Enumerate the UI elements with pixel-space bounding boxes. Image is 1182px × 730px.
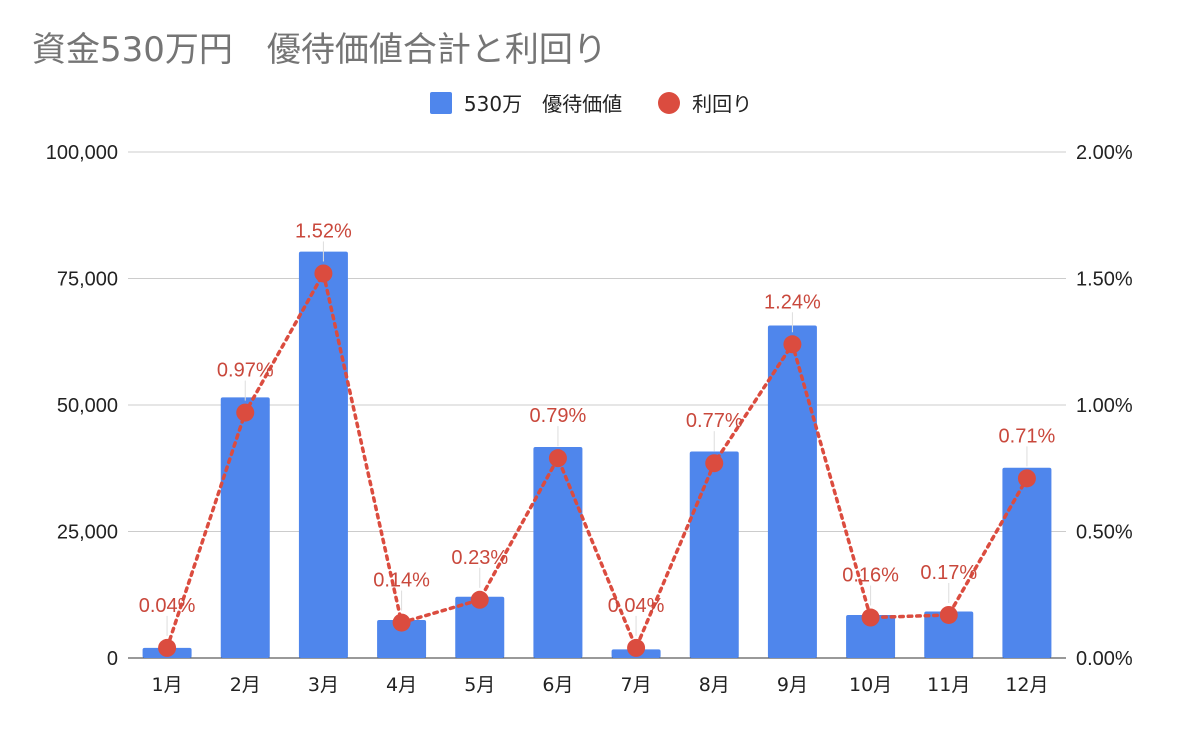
y2-tick-label: 0.00% — [1076, 648, 1133, 670]
bar — [1002, 467, 1052, 658]
data-point — [236, 403, 255, 422]
x-tick-label: 3月 — [308, 674, 339, 696]
y-tick-label: 25,000 — [57, 522, 118, 544]
data-point — [548, 449, 567, 468]
data-point — [939, 605, 958, 624]
legend-line-label: 利回り — [692, 92, 753, 116]
y2-tick-label: 0.50% — [1076, 522, 1133, 544]
data-label: 0.79% — [530, 405, 587, 427]
bar — [377, 620, 427, 658]
legend-dot-swatch — [658, 91, 681, 114]
bar — [455, 596, 505, 658]
data-point — [705, 454, 724, 473]
y-tick-label: 75,000 — [57, 269, 118, 291]
bar — [924, 611, 974, 658]
data-label: 0.77% — [686, 410, 743, 432]
x-tick-label: 4月 — [386, 674, 417, 696]
data-label: 1.52% — [295, 220, 352, 242]
x-tick-label: 8月 — [699, 674, 730, 696]
data-label: 1.24% — [764, 291, 821, 313]
data-point — [470, 590, 489, 609]
data-label: 0.17% — [920, 562, 977, 584]
data-label: 0.16% — [842, 565, 899, 587]
x-tick-label: 1月 — [152, 674, 183, 696]
y2-tick-label: 1.00% — [1076, 395, 1133, 417]
x-tick-label: 11月 — [927, 674, 970, 696]
x-tick-label: 9月 — [777, 674, 808, 696]
data-point — [1017, 469, 1036, 488]
data-point — [861, 608, 880, 627]
x-tick-label: 12月 — [1005, 674, 1048, 696]
y-tick-label: 0 — [107, 648, 118, 670]
data-point — [783, 335, 802, 354]
y2-tick-label: 2.00% — [1076, 142, 1133, 164]
data-point — [627, 638, 646, 657]
data-label: 0.14% — [373, 570, 430, 592]
data-point — [392, 613, 411, 632]
x-tick-label: 5月 — [464, 674, 495, 696]
bar — [220, 397, 270, 658]
legend: 530万 優待価値 利回り — [0, 88, 1182, 117]
x-tick-label: 7月 — [621, 674, 652, 696]
bar — [689, 451, 739, 658]
x-tick-label: 10月 — [849, 674, 892, 696]
x-tick-label: 2月 — [230, 674, 261, 696]
bar — [767, 325, 817, 658]
legend-bar-swatch — [429, 91, 452, 114]
legend-item-bar[interactable]: 530万 優待価値 — [429, 88, 623, 117]
data-point — [314, 264, 333, 283]
y-tick-label: 100,000 — [46, 142, 118, 164]
bar — [533, 446, 583, 658]
data-point — [158, 638, 177, 657]
data-label: 0.04% — [139, 595, 196, 617]
chart-title: 資金530万円 優待価値合計と利回り — [32, 30, 607, 70]
legend-item-line[interactable]: 利回り — [658, 88, 752, 117]
data-label: 0.97% — [217, 360, 274, 382]
data-label: 0.23% — [451, 547, 508, 569]
data-label: 0.04% — [608, 595, 665, 617]
y2-tick-label: 1.50% — [1076, 269, 1133, 291]
bar — [298, 251, 348, 658]
bar — [846, 614, 896, 658]
y-tick-label: 50,000 — [57, 395, 118, 417]
series-line — [165, 268, 1029, 653]
data-label: 0.71% — [999, 425, 1056, 447]
legend-bar-label: 530万 優待価値 — [463, 92, 623, 116]
x-tick-label: 6月 — [542, 674, 573, 696]
